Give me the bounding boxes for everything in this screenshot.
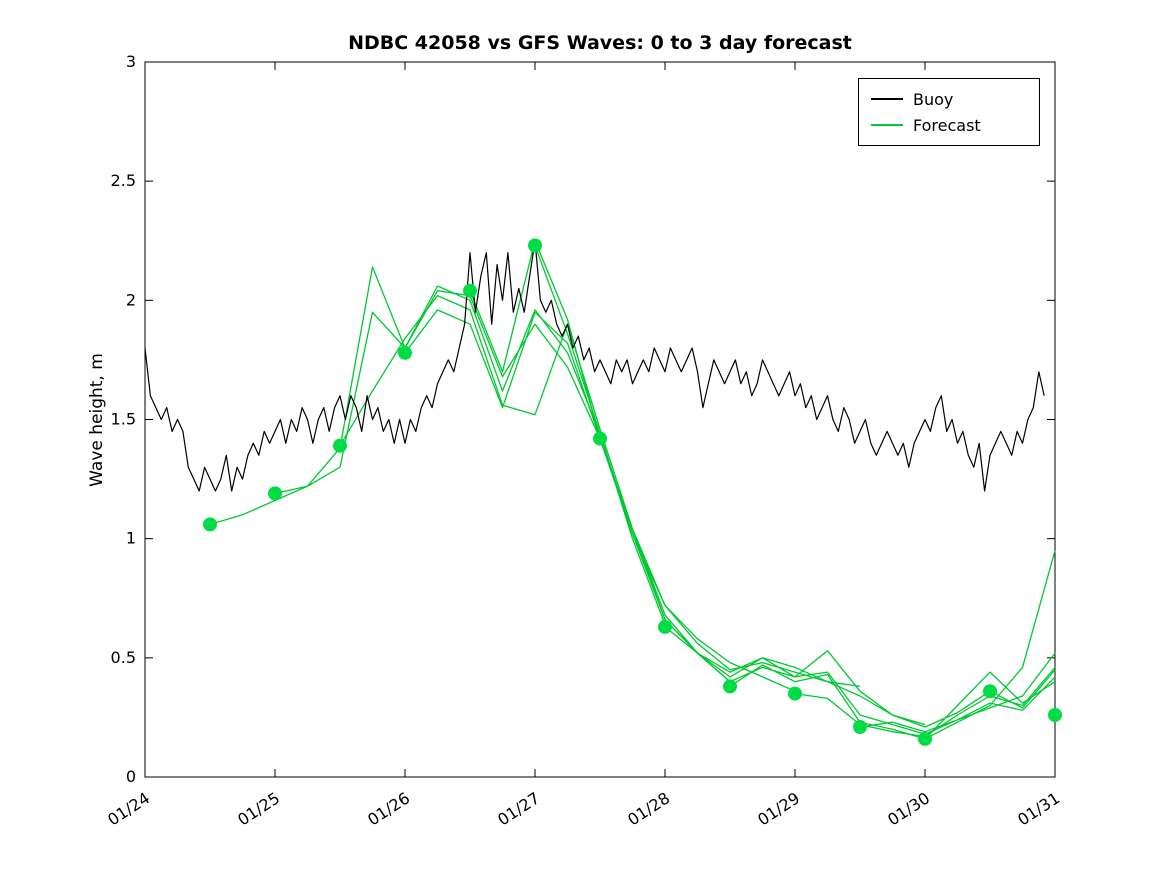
legend-label-buoy: Buoy xyxy=(913,89,954,109)
forecast-marker-dot xyxy=(463,283,477,298)
x-tick-label: 01/30 xyxy=(884,788,933,829)
chart-title: NDBC 42058 vs GFS Waves: 0 to 3 day fore… xyxy=(348,32,852,54)
y-tick-label: 1 xyxy=(126,529,136,548)
y-tick-label: 2.5 xyxy=(111,171,136,190)
forecast-marker-dot xyxy=(658,619,672,634)
forecast-line xyxy=(794,666,1056,738)
y-tick-label: 3 xyxy=(126,52,136,71)
x-tick-label: 01/25 xyxy=(234,788,283,829)
x-tick-label: 01/31 xyxy=(1014,788,1063,829)
forecast-marker-dot xyxy=(528,238,542,253)
x-tick-label: 01/29 xyxy=(754,788,803,829)
forecast-marker-dot xyxy=(268,486,282,501)
y-tick-label: 0 xyxy=(126,767,136,786)
forecast-marker-dot xyxy=(853,720,867,734)
y-tick-label: 2 xyxy=(126,290,136,309)
buoy-line-swatch xyxy=(871,98,903,100)
legend: Buoy Forecast xyxy=(858,78,1040,146)
forecast-line xyxy=(924,550,1056,740)
forecast-marker-dot xyxy=(788,686,802,701)
legend-item-buoy: Buoy xyxy=(859,86,1039,112)
forecast-line xyxy=(859,652,1056,733)
x-tick-label: 01/28 xyxy=(624,788,673,829)
x-tick-label: 01/24 xyxy=(104,788,153,829)
forecast-marker-dot xyxy=(333,438,347,453)
x-tick-label: 01/27 xyxy=(494,788,543,829)
forecast-line xyxy=(534,245,926,726)
forecast-marker-dot xyxy=(723,679,737,694)
forecast-line-swatch xyxy=(871,124,903,126)
forecast-marker-dot xyxy=(593,431,607,446)
forecast-line xyxy=(664,626,1056,735)
buoy-line xyxy=(144,240,1045,492)
forecast-marker-dot xyxy=(918,731,932,746)
forecast-line xyxy=(599,438,991,728)
y-tick-label: 1.5 xyxy=(111,410,136,429)
forecast-line xyxy=(729,664,1056,740)
legend-item-forecast: Forecast xyxy=(859,112,1039,138)
axes-frame xyxy=(144,61,1056,778)
legend-label-forecast: Forecast xyxy=(913,115,981,135)
y-tick-label: 0.5 xyxy=(111,648,136,667)
forecast-marker-dot xyxy=(983,684,997,699)
x-tick-label: 01/26 xyxy=(364,788,413,829)
forecast-marker-dot xyxy=(203,517,217,532)
forecast-marker-dot xyxy=(1048,708,1062,722)
forecast-marker-dot xyxy=(398,345,412,360)
y-axis-label: Wave height, m xyxy=(87,353,107,487)
forecast-line xyxy=(989,669,1056,709)
